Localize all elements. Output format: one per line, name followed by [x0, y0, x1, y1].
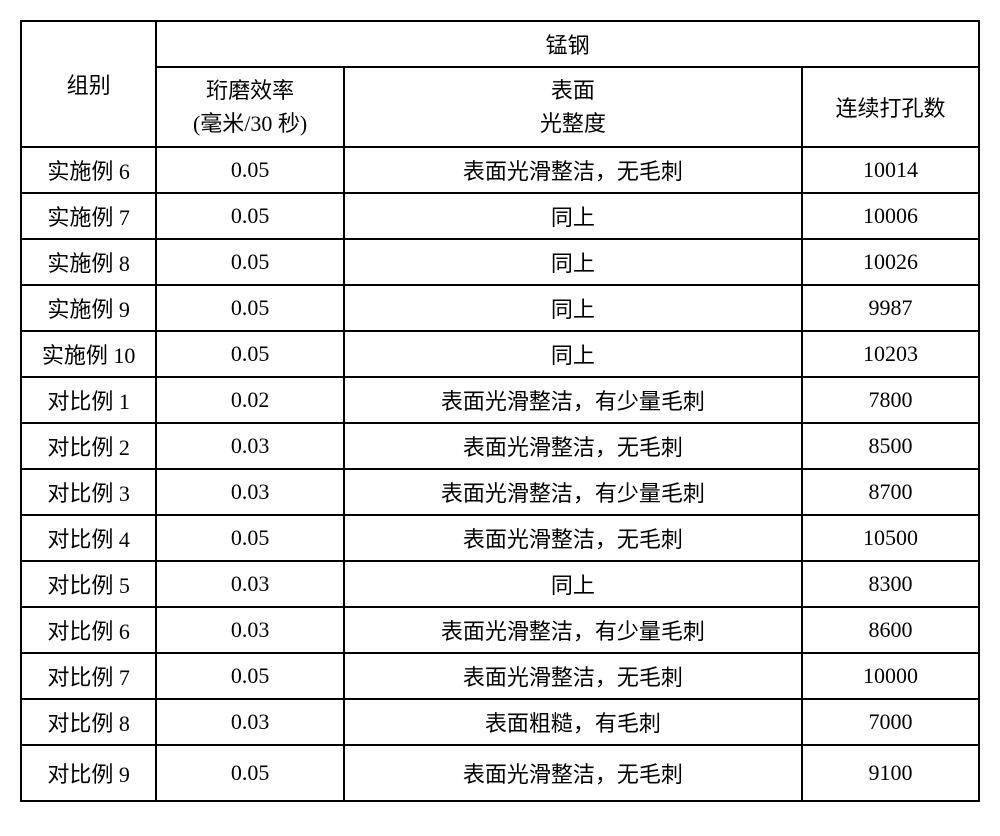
- cell-holes: 8700: [802, 469, 979, 515]
- cell-surface: 同上: [344, 239, 802, 285]
- table-row: 对比例 10.02表面光滑整洁，有少量毛刺7800: [21, 377, 979, 423]
- cell-efficiency: 0.05: [156, 193, 343, 239]
- table-row: 对比例 30.03表面光滑整洁，有少量毛刺8700: [21, 469, 979, 515]
- cell-holes: 9987: [802, 285, 979, 331]
- header-holes: 连续打孔数: [802, 67, 979, 147]
- table-row: 对比例 20.03表面光滑整洁，无毛刺8500: [21, 423, 979, 469]
- cell-efficiency: 0.05: [156, 147, 343, 193]
- cell-holes: 10006: [802, 193, 979, 239]
- cell-holes: 7800: [802, 377, 979, 423]
- cell-holes: 10000: [802, 653, 979, 699]
- cell-group: 对比例 7: [21, 653, 156, 699]
- cell-group: 对比例 4: [21, 515, 156, 561]
- cell-holes: 9100: [802, 745, 979, 801]
- cell-efficiency: 0.05: [156, 745, 343, 801]
- table-row: 实施例 90.05同上9987: [21, 285, 979, 331]
- table-row: 实施例 100.05同上10203: [21, 331, 979, 377]
- table-row: 实施例 70.05同上10006: [21, 193, 979, 239]
- table-row: 对比例 40.05表面光滑整洁，无毛刺10500: [21, 515, 979, 561]
- cell-group: 实施例 6: [21, 147, 156, 193]
- cell-efficiency: 0.03: [156, 561, 343, 607]
- cell-surface: 表面粗糙，有毛刺: [344, 699, 802, 745]
- cell-holes: 8300: [802, 561, 979, 607]
- header-surface: 表面 光整度: [344, 67, 802, 147]
- header-material: 锰钢: [156, 21, 979, 67]
- cell-efficiency: 0.05: [156, 239, 343, 285]
- cell-group: 实施例 7: [21, 193, 156, 239]
- cell-group: 实施例 9: [21, 285, 156, 331]
- cell-surface: 表面光滑整洁，有少量毛刺: [344, 377, 802, 423]
- cell-group: 对比例 9: [21, 745, 156, 801]
- cell-group: 对比例 3: [21, 469, 156, 515]
- cell-holes: 10026: [802, 239, 979, 285]
- manganese-steel-table: 组别 锰钢 珩磨效率 (毫米/30 秒) 表面 光整度 连续打孔数 实施例 60…: [20, 20, 980, 802]
- header-row-2: 珩磨效率 (毫米/30 秒) 表面 光整度 连续打孔数: [21, 67, 979, 147]
- cell-efficiency: 0.05: [156, 653, 343, 699]
- header-surface-line2: 光整度: [349, 107, 797, 140]
- cell-group: 实施例 8: [21, 239, 156, 285]
- table-row: 对比例 60.03表面光滑整洁，有少量毛刺8600: [21, 607, 979, 653]
- cell-efficiency: 0.02: [156, 377, 343, 423]
- cell-surface: 同上: [344, 285, 802, 331]
- cell-efficiency: 0.03: [156, 699, 343, 745]
- cell-group: 对比例 1: [21, 377, 156, 423]
- cell-surface: 表面光滑整洁，无毛刺: [344, 147, 802, 193]
- cell-group: 实施例 10: [21, 331, 156, 377]
- cell-holes: 8500: [802, 423, 979, 469]
- table-body: 实施例 60.05表面光滑整洁，无毛刺10014实施例 70.05同上10006…: [21, 147, 979, 801]
- cell-surface: 表面光滑整洁，无毛刺: [344, 423, 802, 469]
- header-surface-line1: 表面: [349, 74, 797, 107]
- cell-efficiency: 0.03: [156, 469, 343, 515]
- table-row: 对比例 90.05表面光滑整洁，无毛刺9100: [21, 745, 979, 801]
- table-row: 对比例 80.03表面粗糙，有毛刺7000: [21, 699, 979, 745]
- cell-holes: 10500: [802, 515, 979, 561]
- cell-holes: 10203: [802, 331, 979, 377]
- cell-group: 对比例 5: [21, 561, 156, 607]
- table-row: 对比例 50.03同上8300: [21, 561, 979, 607]
- cell-surface: 表面光滑整洁，有少量毛刺: [344, 607, 802, 653]
- data-table-container: 组别 锰钢 珩磨效率 (毫米/30 秒) 表面 光整度 连续打孔数 实施例 60…: [20, 20, 980, 802]
- cell-group: 对比例 2: [21, 423, 156, 469]
- table-row: 实施例 80.05同上10026: [21, 239, 979, 285]
- cell-surface: 同上: [344, 561, 802, 607]
- table-row: 实施例 60.05表面光滑整洁，无毛刺10014: [21, 147, 979, 193]
- cell-surface: 表面光滑整洁，有少量毛刺: [344, 469, 802, 515]
- cell-surface: 表面光滑整洁，无毛刺: [344, 515, 802, 561]
- cell-surface: 表面光滑整洁，无毛刺: [344, 653, 802, 699]
- cell-efficiency: 0.03: [156, 607, 343, 653]
- header-row-1: 组别 锰钢: [21, 21, 979, 67]
- cell-holes: 10014: [802, 147, 979, 193]
- cell-efficiency: 0.05: [156, 515, 343, 561]
- cell-holes: 8600: [802, 607, 979, 653]
- cell-holes: 7000: [802, 699, 979, 745]
- cell-efficiency: 0.05: [156, 285, 343, 331]
- cell-group: 对比例 8: [21, 699, 156, 745]
- table-header: 组别 锰钢 珩磨效率 (毫米/30 秒) 表面 光整度 连续打孔数: [21, 21, 979, 147]
- cell-efficiency: 0.05: [156, 331, 343, 377]
- cell-efficiency: 0.03: [156, 423, 343, 469]
- cell-surface: 同上: [344, 331, 802, 377]
- cell-group: 对比例 6: [21, 607, 156, 653]
- header-efficiency: 珩磨效率 (毫米/30 秒): [156, 67, 343, 147]
- cell-surface: 表面光滑整洁，无毛刺: [344, 745, 802, 801]
- cell-surface: 同上: [344, 193, 802, 239]
- header-group: 组别: [21, 21, 156, 147]
- header-efficiency-line2: (毫米/30 秒): [161, 107, 338, 140]
- table-row: 对比例 70.05表面光滑整洁，无毛刺10000: [21, 653, 979, 699]
- header-efficiency-line1: 珩磨效率: [161, 74, 338, 107]
